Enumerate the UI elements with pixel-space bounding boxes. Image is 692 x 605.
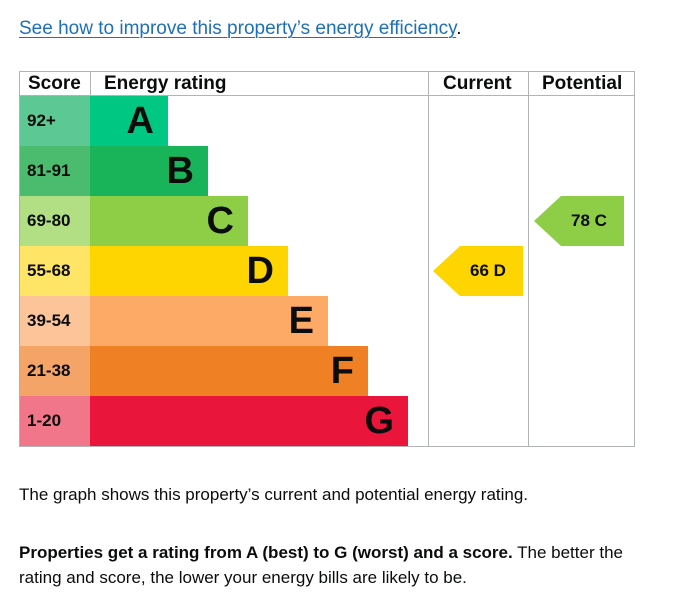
rating-band-f: F	[90, 346, 368, 396]
rating-explanation-rest: The better the rating and score, the low…	[19, 543, 623, 587]
potential-rating-label: 78 C	[571, 211, 607, 230]
rating-band-d: D	[90, 246, 288, 296]
link-suffix: .	[456, 18, 462, 39]
score-header-divider	[90, 71, 91, 96]
score-range-d: 55-68	[20, 246, 90, 296]
header-current: Current	[443, 73, 512, 94]
improve-efficiency-link[interactable]: See how to improve this property’s energ…	[19, 18, 457, 39]
score-range-f: 21-38	[20, 346, 90, 396]
rating-band-c: C	[90, 196, 248, 246]
header-score: Score	[28, 73, 81, 94]
rating-explanation: Properties get a rating from A (best) to…	[19, 540, 659, 590]
rating-band-b: B	[90, 146, 208, 196]
score-range-c: 69-80	[20, 196, 90, 246]
current-rating-label: 66 D	[470, 261, 506, 280]
rating-band-a: A	[90, 96, 168, 146]
score-range-g: 1-20	[20, 396, 90, 446]
rating-band-g: G	[90, 396, 408, 446]
rating-band-e: E	[90, 296, 328, 346]
potential-column-divider	[528, 71, 529, 446]
current-column-divider	[428, 71, 429, 446]
score-range-a: 92+	[20, 96, 90, 146]
graph-caption: The graph shows this property’s current …	[19, 485, 529, 504]
header-potential: Potential	[542, 73, 623, 94]
improve-efficiency-paragraph: See how to improve this property’s energ…	[19, 18, 462, 40]
rating-explanation-bold: Properties get a rating from A (best) to…	[19, 543, 513, 562]
energy-rating-graph: Score Energy rating Current Potential 92…	[19, 71, 635, 447]
score-range-b: 81-91	[20, 146, 90, 196]
score-range-e: 39-54	[20, 296, 90, 346]
header-energy-rating: Energy rating	[104, 73, 227, 94]
header-divider	[19, 95, 634, 96]
graph-border	[19, 71, 635, 447]
